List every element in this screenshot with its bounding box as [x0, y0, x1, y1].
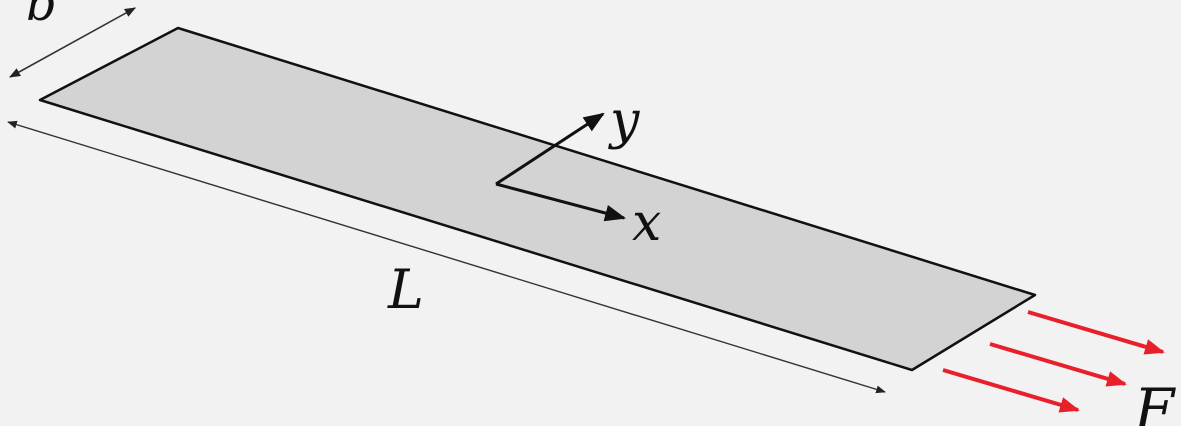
- width-label: b: [26, 0, 57, 32]
- width-dimension-arrow: [9, 7, 136, 78]
- length-label: L: [387, 258, 424, 321]
- force-arrow-middle: [989, 342, 1127, 387]
- y-axis-arrow: [495, 112, 605, 186]
- length-dimension-arrow: [7, 120, 886, 394]
- x-axis-label: x: [632, 193, 661, 253]
- plate: [38, 26, 1037, 372]
- force-label: F: [1133, 376, 1176, 426]
- force-arrow-bottom: [942, 368, 1080, 413]
- force-arrow-top: [1027, 310, 1165, 355]
- force-arrows: [942, 310, 1165, 413]
- y-axis-label: y: [608, 91, 640, 151]
- x-axis-arrow: [495, 182, 627, 222]
